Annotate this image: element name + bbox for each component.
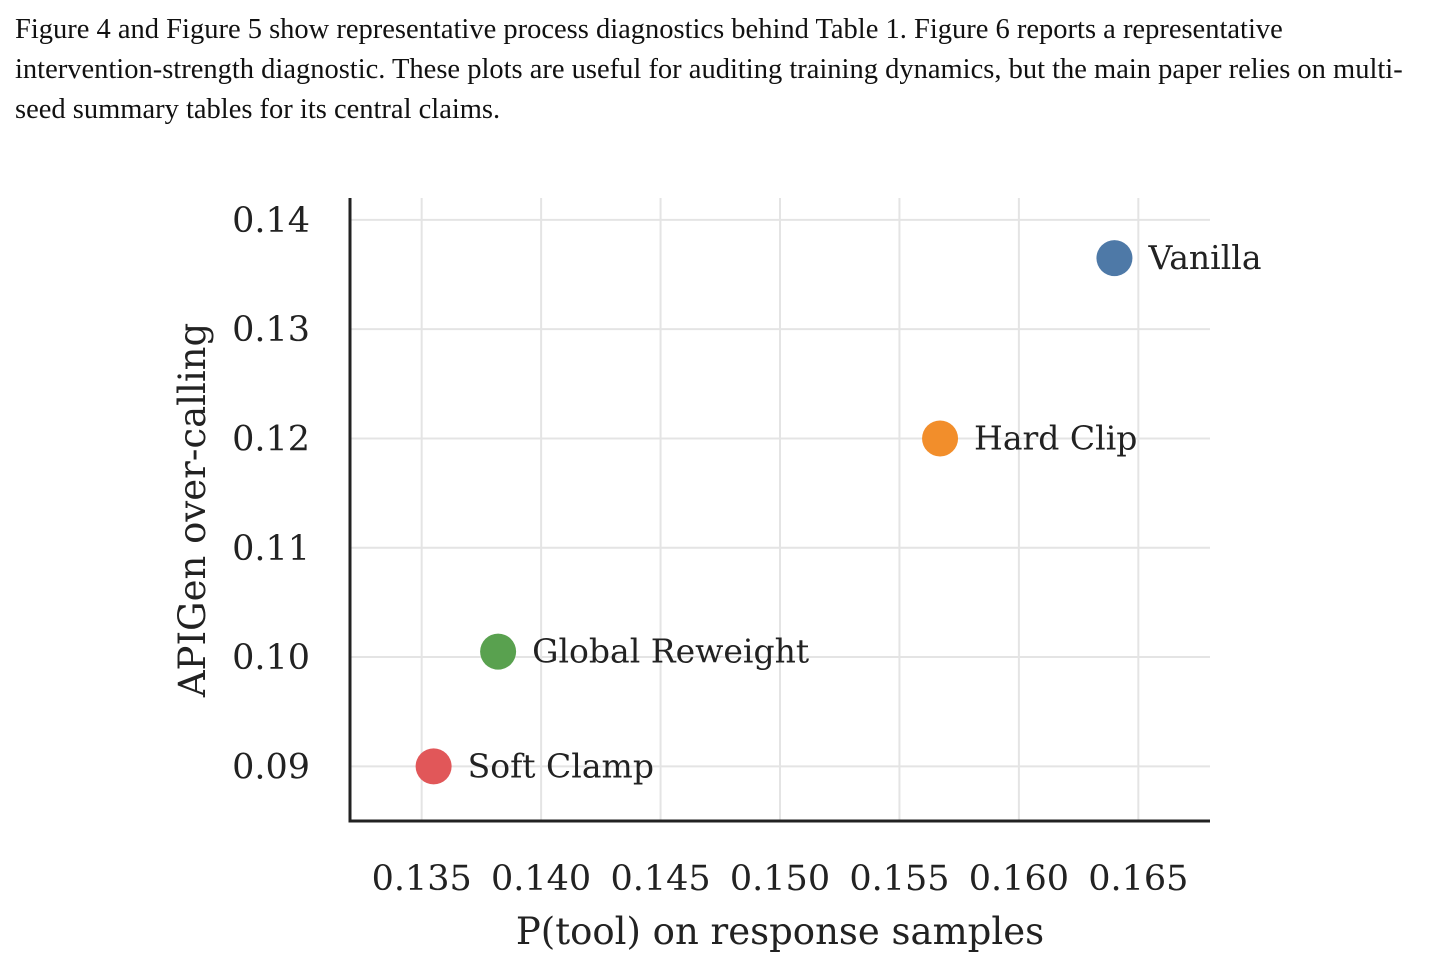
- x-tick-label: 0.160: [969, 859, 1069, 899]
- data-point-label: Vanilla: [1147, 238, 1261, 277]
- data-point-label: Soft Clamp: [468, 746, 654, 785]
- axes: [348, 198, 1210, 823]
- y-axis-label: APIGen over-calling: [171, 323, 214, 698]
- y-tick-labels: 0.09 0.10 0.11 0.12 0.13 0.14: [232, 201, 310, 787]
- data-point-label: Hard Clip: [974, 418, 1137, 457]
- x-tick-label: 0.150: [730, 859, 830, 899]
- x-tick-label: 0.145: [610, 859, 710, 899]
- y-tick-label: 0.12: [232, 419, 310, 459]
- data-point: [480, 633, 517, 670]
- data-point: [415, 748, 452, 785]
- x-tick-label: 0.155: [849, 859, 949, 899]
- y-tick-label: 0.09: [232, 747, 310, 787]
- data-point-label: Global Reweight: [532, 632, 809, 671]
- data-point: [1096, 240, 1133, 277]
- x-tick-label: 0.165: [1088, 859, 1188, 899]
- x-tick-label: 0.135: [372, 859, 472, 899]
- y-tick-label: 0.11: [232, 529, 310, 569]
- x-tick-labels: 0.135 0.140 0.145 0.150 0.155 0.160 0.165: [372, 859, 1189, 899]
- y-tick-label: 0.14: [232, 201, 310, 241]
- intro-paragraph: Figure 4 and Figure 5 show representativ…: [15, 14, 1403, 125]
- y-tick-label: 0.13: [232, 310, 310, 350]
- grid-lines: [350, 198, 1210, 821]
- data-points: Vanilla Hard Clip Global Reweight Soft Clam…: [415, 238, 1262, 785]
- x-axis-label: P(tool) on response samples: [516, 910, 1044, 953]
- x-tick-label: 0.140: [491, 859, 591, 899]
- y-tick-label: 0.10: [232, 638, 310, 678]
- data-point: [922, 420, 959, 457]
